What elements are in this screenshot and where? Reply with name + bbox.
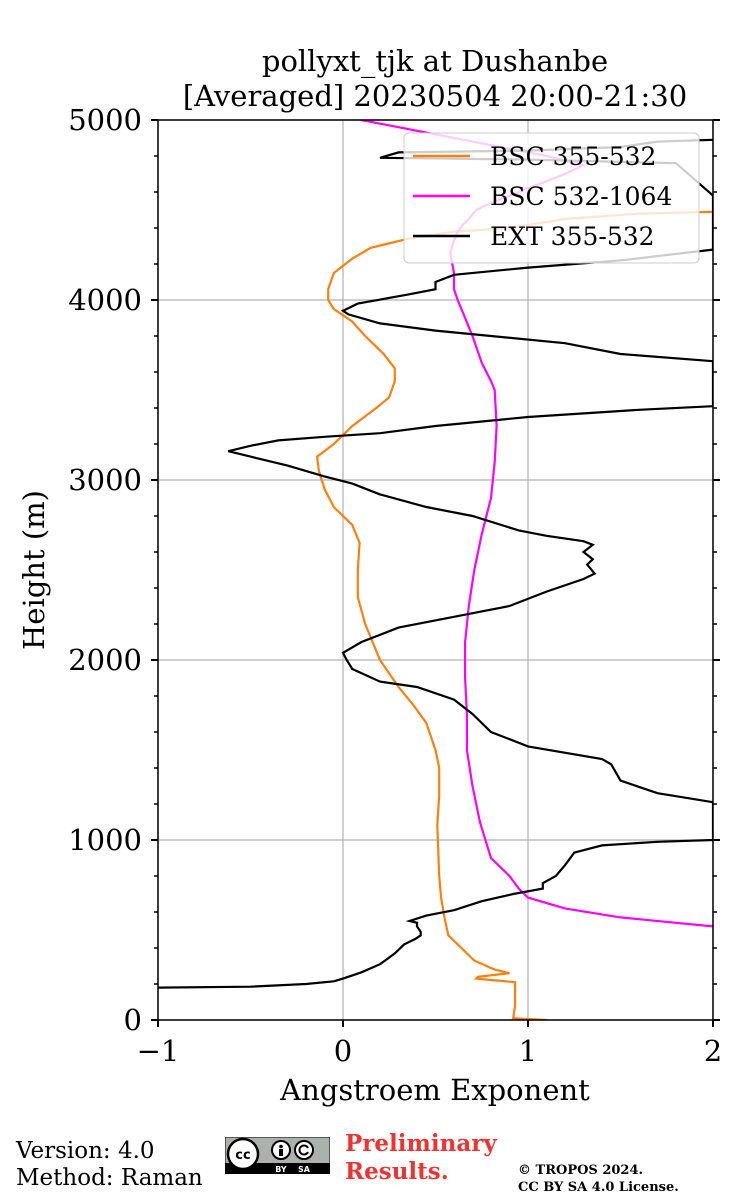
y-tick-label: 5000	[68, 103, 142, 137]
method-text: Method: Raman	[16, 1165, 203, 1191]
chart-title-line1: pollyxt_tjk at Dushanbe	[262, 44, 608, 79]
series-line-2	[158, 138, 713, 989]
legend-box	[403, 132, 700, 264]
cc-icon	[226, 1137, 260, 1171]
legend: BSC 355-532 BSC 532-1064 EXT 355-532	[403, 132, 700, 264]
chart-title-line2: [Averaged] 20230504 20:00-21:30	[183, 79, 687, 113]
x-tick-label: 2	[704, 1034, 722, 1068]
y-tick-label: 2000	[68, 643, 142, 677]
y-tick-labels: 0 1000 2000 3000 4000 5000	[68, 103, 142, 1037]
x-axis-label: Angstroem Exponent	[279, 1073, 590, 1107]
x-tick-label: 1	[519, 1034, 537, 1068]
y-tick-label: 3000	[68, 463, 142, 497]
cc-by-sa-license-badge: cc BY SA	[225, 1137, 330, 1174]
legend-label-bsc-532-1064: BSC 532-1064	[490, 182, 672, 211]
badge-sa-text: SA	[298, 1165, 311, 1174]
y-tick-label: 1000	[68, 823, 142, 857]
legend-label-bsc-355-532: BSC 355-532	[490, 142, 656, 171]
y-tick-label: 4000	[68, 283, 142, 317]
cc-icon-text: cc	[235, 1148, 250, 1163]
preliminary-label-line2: Results.	[345, 1158, 449, 1185]
version-text: Version: 4.0	[16, 1138, 155, 1164]
y-axis-label: Height (m)	[17, 490, 51, 650]
x-tick-label: −1	[137, 1034, 180, 1068]
copyright-line2: CC BY SA 4.0 License.	[518, 1180, 679, 1195]
y-tick-label: 0	[124, 1003, 142, 1037]
badge-by-text: BY	[275, 1165, 287, 1174]
plot-frame	[157, 119, 714, 1021]
axis-ticks	[151, 119, 720, 1027]
x-tick-labels: −1 0 1 2	[137, 1034, 723, 1068]
copyright-line1: © TROPOS 2024.	[518, 1163, 644, 1178]
sa-share-icon	[294, 1140, 314, 1160]
series-line-0	[315, 210, 713, 1020]
x-tick-label: 0	[334, 1034, 352, 1068]
preliminary-label-line1: Preliminary	[345, 1130, 497, 1157]
profile-chart: pollyxt_tjk at Dushanbe [Averaged] 20230…	[17, 44, 723, 1107]
legend-label-ext-355-532: EXT 355-532	[490, 222, 655, 251]
